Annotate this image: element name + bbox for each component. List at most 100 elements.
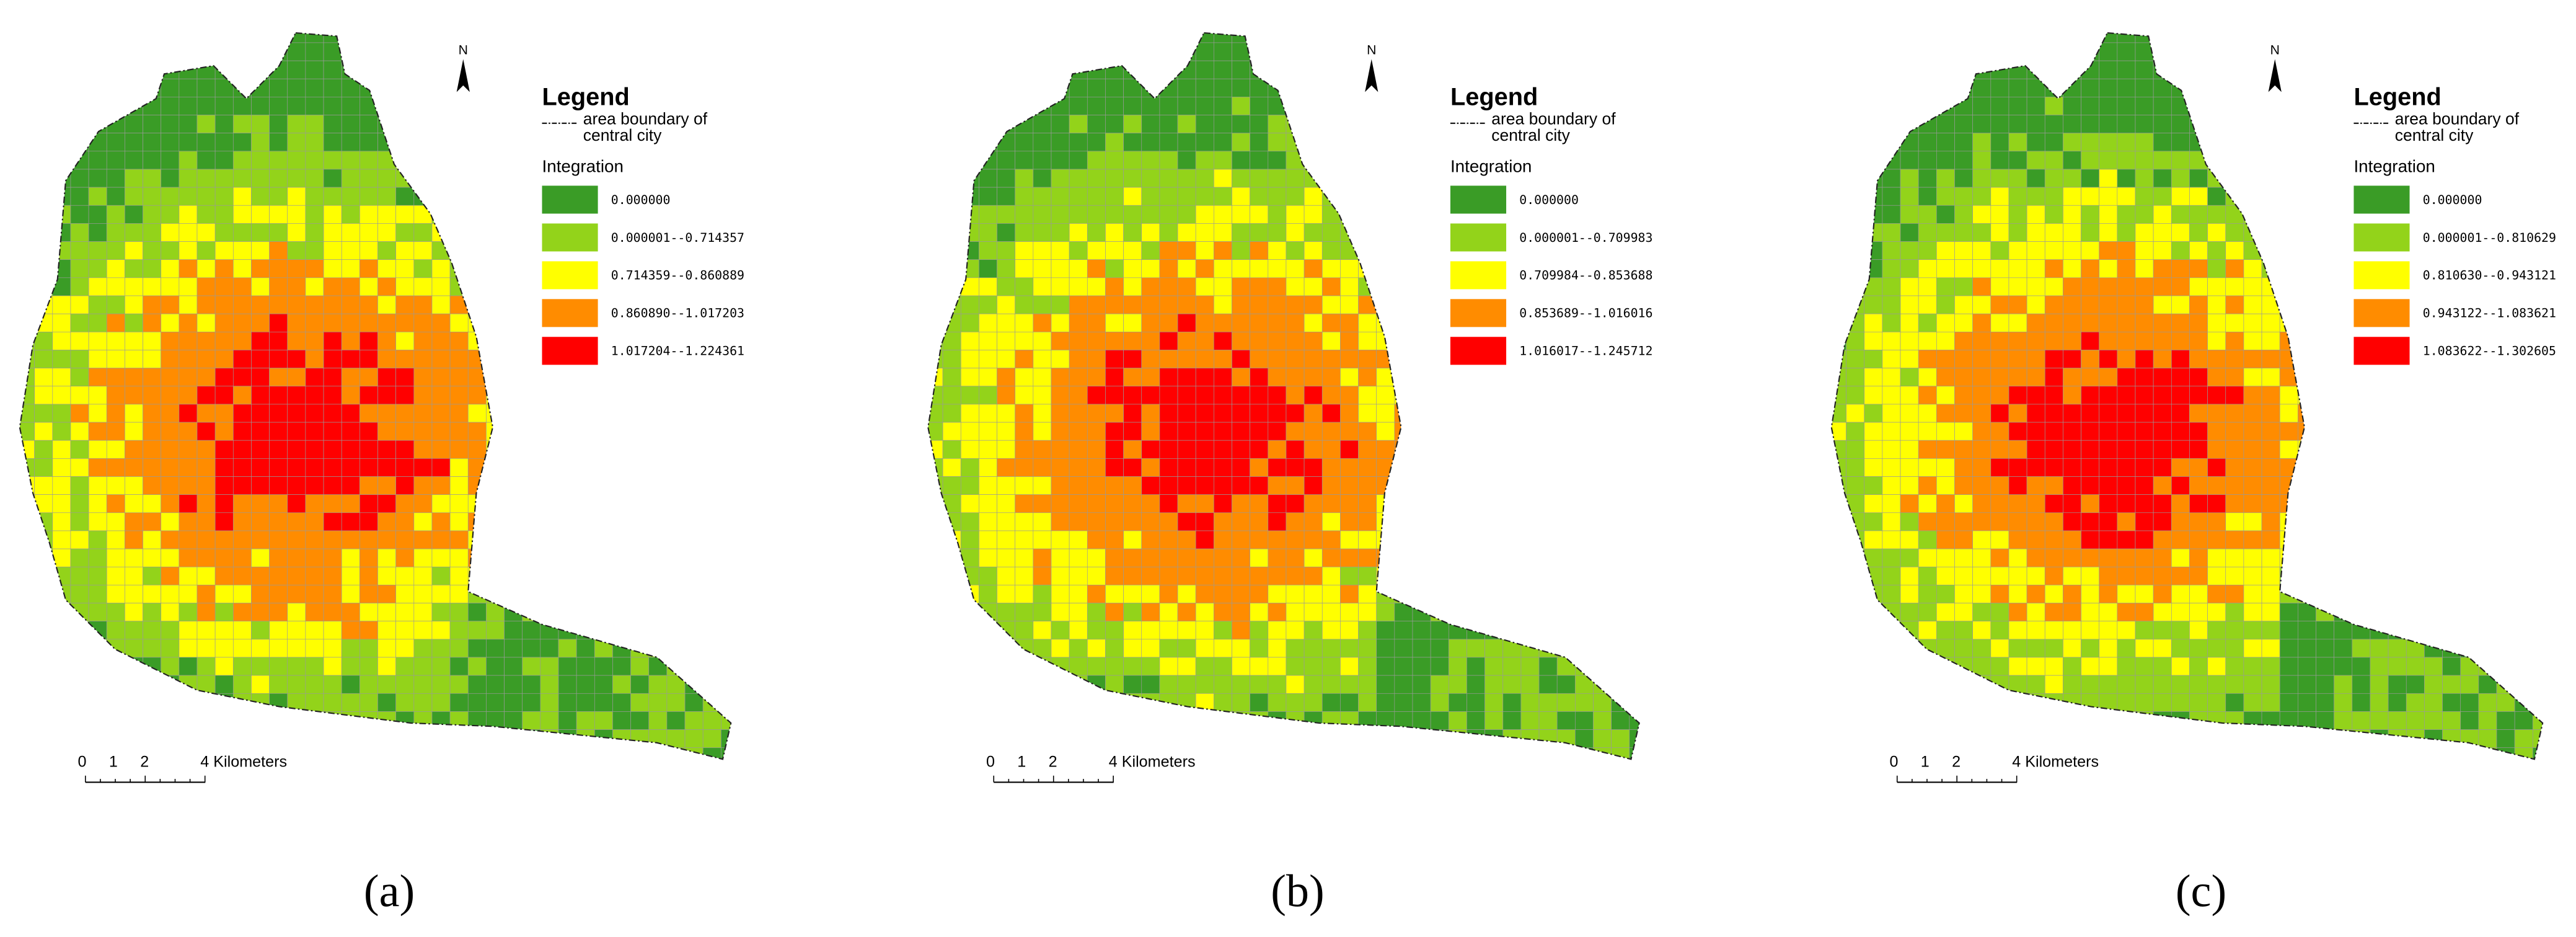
grid-cell [576, 42, 595, 61]
grid-cell [1394, 494, 1413, 513]
grid-cell [125, 331, 143, 350]
grid-cell [630, 368, 650, 387]
grid-cell [2334, 404, 2353, 423]
grid-cell [1430, 458, 1449, 477]
grid-cell [960, 133, 979, 152]
grid-cell [1484, 494, 1504, 513]
grid-cell [359, 133, 378, 152]
grid-cell [2099, 603, 2118, 622]
grid-cell [251, 151, 270, 170]
grid-cell [341, 368, 360, 387]
grid-cell [359, 440, 378, 459]
grid-cell [1159, 603, 1178, 622]
grid-cell [2261, 675, 2280, 694]
grid-cell [341, 33, 360, 43]
grid-cell [2171, 548, 2190, 567]
grid-cell [323, 115, 342, 133]
grid-cell [1321, 548, 1341, 567]
grid-cell [359, 476, 378, 495]
grid-cell [1556, 78, 1576, 97]
grid-cell [341, 97, 360, 115]
grid-cell [2316, 97, 2334, 115]
grid-cell [721, 42, 731, 61]
grid-cell [179, 693, 198, 712]
grid-cell [2081, 585, 2100, 603]
grid-cell [612, 747, 631, 760]
grid-cell [1593, 585, 1612, 603]
scale-label: 1 [109, 753, 118, 770]
grid-cell [2298, 223, 2316, 242]
grid-cell [2207, 368, 2226, 387]
grid-cell [88, 277, 107, 296]
grid-cell [214, 259, 234, 278]
grid-cell [576, 603, 595, 622]
grid-cell [2261, 639, 2280, 658]
grid-cell [1394, 675, 1413, 694]
grid-cell [612, 368, 631, 387]
grid-cell [196, 42, 216, 61]
grid-cell [232, 639, 252, 658]
grid-cell [2442, 440, 2461, 459]
grid-cell [1484, 693, 1504, 712]
grid-cell [214, 223, 234, 242]
grid-cell [1232, 259, 1250, 278]
grid-cell [1268, 548, 1287, 567]
grid-cell [522, 331, 541, 350]
grid-cell [942, 78, 961, 97]
grid-cell [942, 621, 961, 640]
grid-cell [684, 169, 704, 188]
grid-cell [2099, 621, 2118, 640]
grid-cell [1936, 621, 1955, 640]
grid-cell [1831, 639, 1846, 658]
grid-cell [431, 747, 451, 760]
grid-cell [702, 187, 721, 206]
grid-cell [2171, 133, 2190, 152]
grid-cell [1340, 205, 1359, 224]
grid-cell [341, 494, 360, 513]
grid-cell [449, 404, 469, 423]
grid-cell [2243, 133, 2262, 152]
grid-cell [1831, 205, 1846, 224]
grid-cell [540, 476, 559, 495]
grid-cell [2189, 657, 2208, 676]
grid-cell [1973, 766, 1991, 784]
grid-cell [1864, 639, 1883, 658]
grid-cell [1123, 693, 1142, 712]
grid-cell [1033, 60, 1052, 79]
grid-cell [1051, 494, 1070, 513]
grid-cell [34, 115, 53, 133]
grid-cell [1321, 78, 1341, 97]
grid-cell [1105, 169, 1124, 188]
grid-cell [630, 747, 650, 760]
grid-cell [52, 476, 71, 495]
grid-cell [19, 169, 35, 188]
grid-cell [1087, 42, 1106, 61]
grid-cell [2063, 548, 2081, 567]
grid-cell [960, 295, 979, 314]
grid-cell [942, 422, 961, 441]
grid-cell [1412, 313, 1431, 332]
grid-cell [1394, 60, 1413, 79]
grid-cell [431, 548, 451, 567]
grid-cell [413, 241, 433, 260]
grid-cell [196, 133, 216, 152]
grid-cell [2460, 747, 2479, 760]
grid-cell [1303, 422, 1323, 441]
grid-cell [2424, 693, 2443, 712]
grid-cell [1900, 621, 1919, 640]
grid-cell [1611, 693, 1630, 712]
grid-cell [1033, 530, 1052, 549]
grid-cell [1340, 566, 1359, 585]
grid-cell [2044, 97, 2063, 115]
grid-cell [2279, 458, 2298, 477]
grid-cell [359, 458, 378, 477]
grid-cell [2406, 747, 2425, 760]
grid-cell [125, 566, 143, 585]
grid-cell [2406, 368, 2425, 387]
grid-cell [1123, 223, 1142, 242]
grid-cell [1340, 494, 1359, 513]
grid-cell [486, 386, 505, 405]
grid-cell [721, 115, 731, 133]
grid-cell [1321, 729, 1341, 748]
grid-cell [269, 97, 288, 115]
